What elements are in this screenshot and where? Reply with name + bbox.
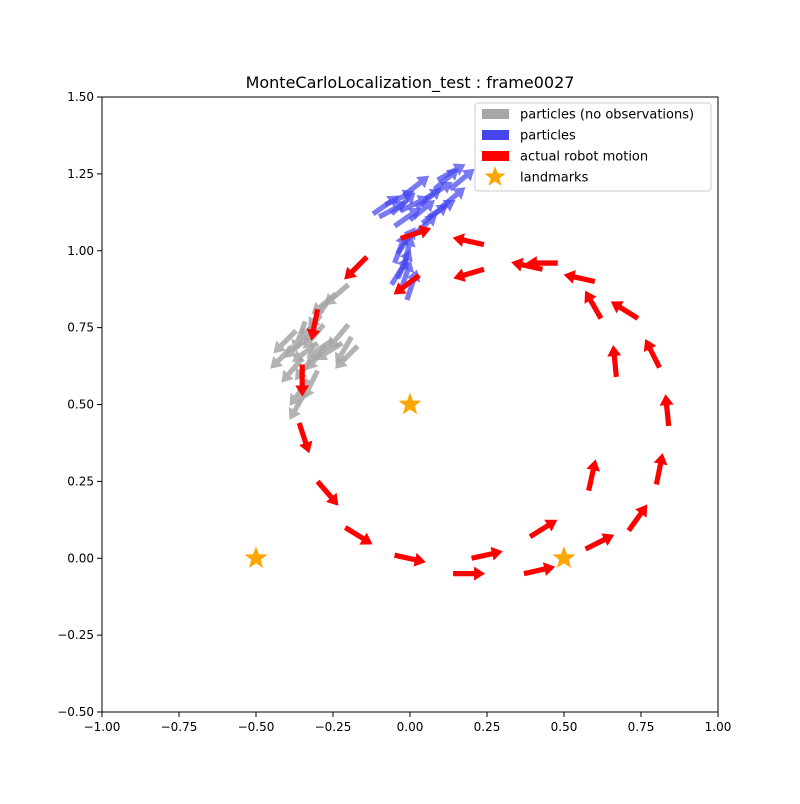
arrow-mark — [584, 290, 604, 320]
arrow-mark — [399, 195, 430, 214]
arrow-mark — [436, 163, 466, 183]
series-particles — [371, 163, 475, 301]
arrow-mark — [394, 552, 426, 567]
arrow-mark — [335, 335, 354, 365]
y-tick-label: 1.00 — [67, 244, 94, 258]
arrow-mark — [659, 394, 674, 427]
y-tick-label: −0.25 — [57, 628, 94, 642]
series-particles-no-observations- — [270, 282, 360, 420]
landmark-star — [398, 392, 422, 415]
x-tick-label: 0.50 — [551, 720, 578, 734]
arrow-mark — [427, 199, 456, 220]
x-tick-label: 0.75 — [628, 720, 655, 734]
series-actual-robot-motion — [295, 225, 674, 581]
arrow-mark — [327, 322, 351, 350]
y-tick-label: 0.75 — [67, 321, 94, 335]
legend-label: actual robot motion — [520, 150, 648, 165]
arrow-mark — [343, 525, 373, 545]
x-tick-label: −1.00 — [84, 720, 121, 734]
plot-area — [244, 163, 674, 581]
y-axis: −0.50 −0.25 0.00 0.25 0.50 0.75 1.00 1.25 1.50 — [57, 90, 102, 719]
chart-title: MonteCarloLocalization_test : frame0027 — [246, 73, 575, 93]
arrow-mark — [653, 453, 668, 485]
arrow-mark — [452, 233, 485, 248]
arrow-mark — [389, 257, 409, 286]
arrow-mark — [273, 328, 298, 354]
legend-label: particles (no observations) — [520, 108, 694, 123]
arrow-mark — [528, 519, 558, 539]
y-tick-label: 0.00 — [67, 551, 94, 565]
arrow-mark — [315, 479, 339, 506]
x-tick-label: 0.25 — [474, 720, 501, 734]
arrow-mark — [626, 504, 648, 533]
legend-box — [474, 102, 712, 192]
arrow-mark — [453, 566, 486, 581]
arrow-mark — [448, 168, 475, 192]
arrow-mark — [584, 533, 615, 552]
arrow-mark — [402, 175, 430, 198]
x-tick-label: 0.00 — [397, 720, 424, 734]
arrow-mark — [393, 207, 421, 229]
legend: particles (no observations) particles actu… — [474, 102, 712, 192]
landmark-star — [552, 546, 576, 568]
arrow-mark — [523, 562, 556, 577]
arrow-mark — [335, 344, 360, 369]
arrow-mark — [270, 344, 295, 369]
arrow-mark — [393, 273, 421, 295]
landmark-star — [244, 546, 268, 568]
arrow-mark — [563, 270, 596, 284]
legend-swatch — [482, 130, 509, 140]
arrow-mark — [610, 301, 640, 321]
arrow-mark — [525, 256, 558, 271]
arrow-mark — [453, 266, 485, 282]
arrow-mark — [296, 422, 313, 454]
x-tick-label: −0.50 — [238, 720, 275, 734]
arrow-mark — [324, 282, 351, 306]
arrow-mark — [291, 320, 308, 352]
arrow-mark — [295, 364, 310, 397]
arrow-mark — [306, 337, 335, 358]
y-tick-label: 0.25 — [67, 474, 94, 488]
arrow-mark — [301, 369, 320, 400]
y-tick-label: −0.50 — [57, 705, 94, 719]
x-tick-label: −0.75 — [161, 720, 198, 734]
legend-label: particles — [520, 129, 576, 144]
arrow-mark — [281, 356, 305, 383]
legend-swatch — [484, 166, 506, 186]
arrow-mark — [399, 225, 432, 241]
arrow-mark — [288, 390, 308, 420]
x-tick-label: 1.00 — [705, 720, 732, 734]
arrow-mark — [424, 181, 453, 201]
arrow-mark — [607, 345, 622, 378]
y-tick-label: 0.50 — [67, 398, 94, 412]
series-landmarks — [244, 392, 576, 568]
arrow-mark — [643, 339, 662, 369]
arrow-mark — [292, 340, 320, 363]
arrow-mark — [306, 308, 321, 341]
x-axis: −1.00 −0.75 −0.50 −0.25 0.00 0.25 0.50 0.75 1.00 — [84, 712, 732, 734]
y-tick-label: 1.50 — [67, 90, 94, 104]
legend-swatch — [482, 151, 509, 161]
arrow-mark — [586, 459, 600, 492]
y-tick-label: 1.25 — [67, 167, 94, 181]
legend-label: landmarks — [520, 171, 589, 186]
legend-swatch — [482, 109, 509, 119]
x-tick-label: −0.25 — [315, 720, 352, 734]
arrow-mark — [471, 546, 503, 561]
arrow-mark — [344, 255, 369, 280]
